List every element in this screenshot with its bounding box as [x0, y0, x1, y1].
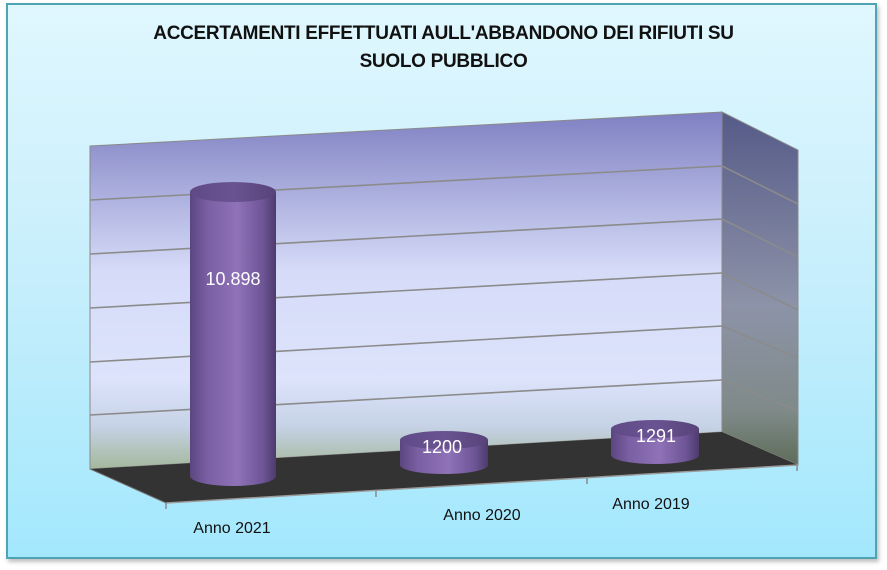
- value-label-2019: 1291: [636, 426, 676, 446]
- bar-anno-2019: 1291: [611, 420, 699, 464]
- chart-title-line-2: SUOLO PUBBLICO: [359, 51, 528, 72]
- x-axis-label-2019: Anno 2019: [612, 496, 690, 513]
- bar-anno-2020: 1200: [400, 431, 488, 474]
- x-axis-ticks: [165, 465, 798, 509]
- value-label-2020: 1200: [422, 437, 462, 457]
- value-label-2021: 10.898: [205, 269, 260, 289]
- chart-title: ACCERTAMENTI EFFETTUATI AULL'ABBANDONO D…: [0, 20, 887, 76]
- x-axis-label-2021: Anno 2021: [193, 520, 271, 537]
- chart-title-line-1: ACCERTAMENTI EFFETTUATI AULL'ABBANDONO D…: [153, 23, 734, 44]
- side-wall: [721, 111, 799, 466]
- x-axis-label-2020: Anno 2020: [443, 507, 521, 524]
- bar-anno-2021: 10.898: [190, 182, 276, 486]
